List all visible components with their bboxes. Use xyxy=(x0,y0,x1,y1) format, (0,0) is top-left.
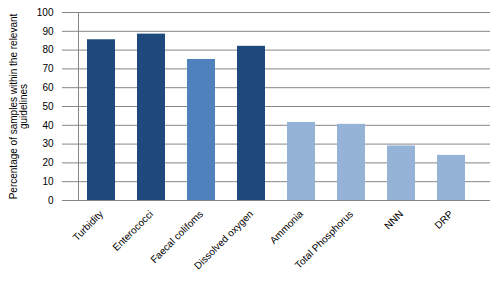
svg-text:Total Phosphorus: Total Phosphorus xyxy=(293,208,355,270)
svg-text:40: 40 xyxy=(42,120,54,131)
svg-text:Turbidity: Turbidity xyxy=(71,208,106,243)
svg-text:Enterococci: Enterococci xyxy=(110,208,155,253)
svg-text:70: 70 xyxy=(42,63,54,74)
svg-text:60: 60 xyxy=(42,82,54,93)
svg-text:Dissolved oxygen: Dissolved oxygen xyxy=(192,208,255,271)
svg-text:Percentage of samples within t: Percentage of samples within the relevan… xyxy=(8,13,29,199)
svg-text:90: 90 xyxy=(42,26,54,37)
svg-text:100: 100 xyxy=(37,7,54,18)
svg-text:50: 50 xyxy=(42,101,54,112)
svg-text:NNN: NNN xyxy=(382,208,405,231)
svg-text:Ammonia: Ammonia xyxy=(268,208,306,246)
svg-text:0: 0 xyxy=(48,195,54,206)
svg-text:20: 20 xyxy=(42,157,54,168)
svg-text:30: 30 xyxy=(42,138,54,149)
svg-text:DRP: DRP xyxy=(432,208,455,231)
svg-text:Faecal colifoms: Faecal colifoms xyxy=(148,208,205,265)
svg-text:80: 80 xyxy=(42,44,54,55)
svg-text:10: 10 xyxy=(42,176,54,187)
